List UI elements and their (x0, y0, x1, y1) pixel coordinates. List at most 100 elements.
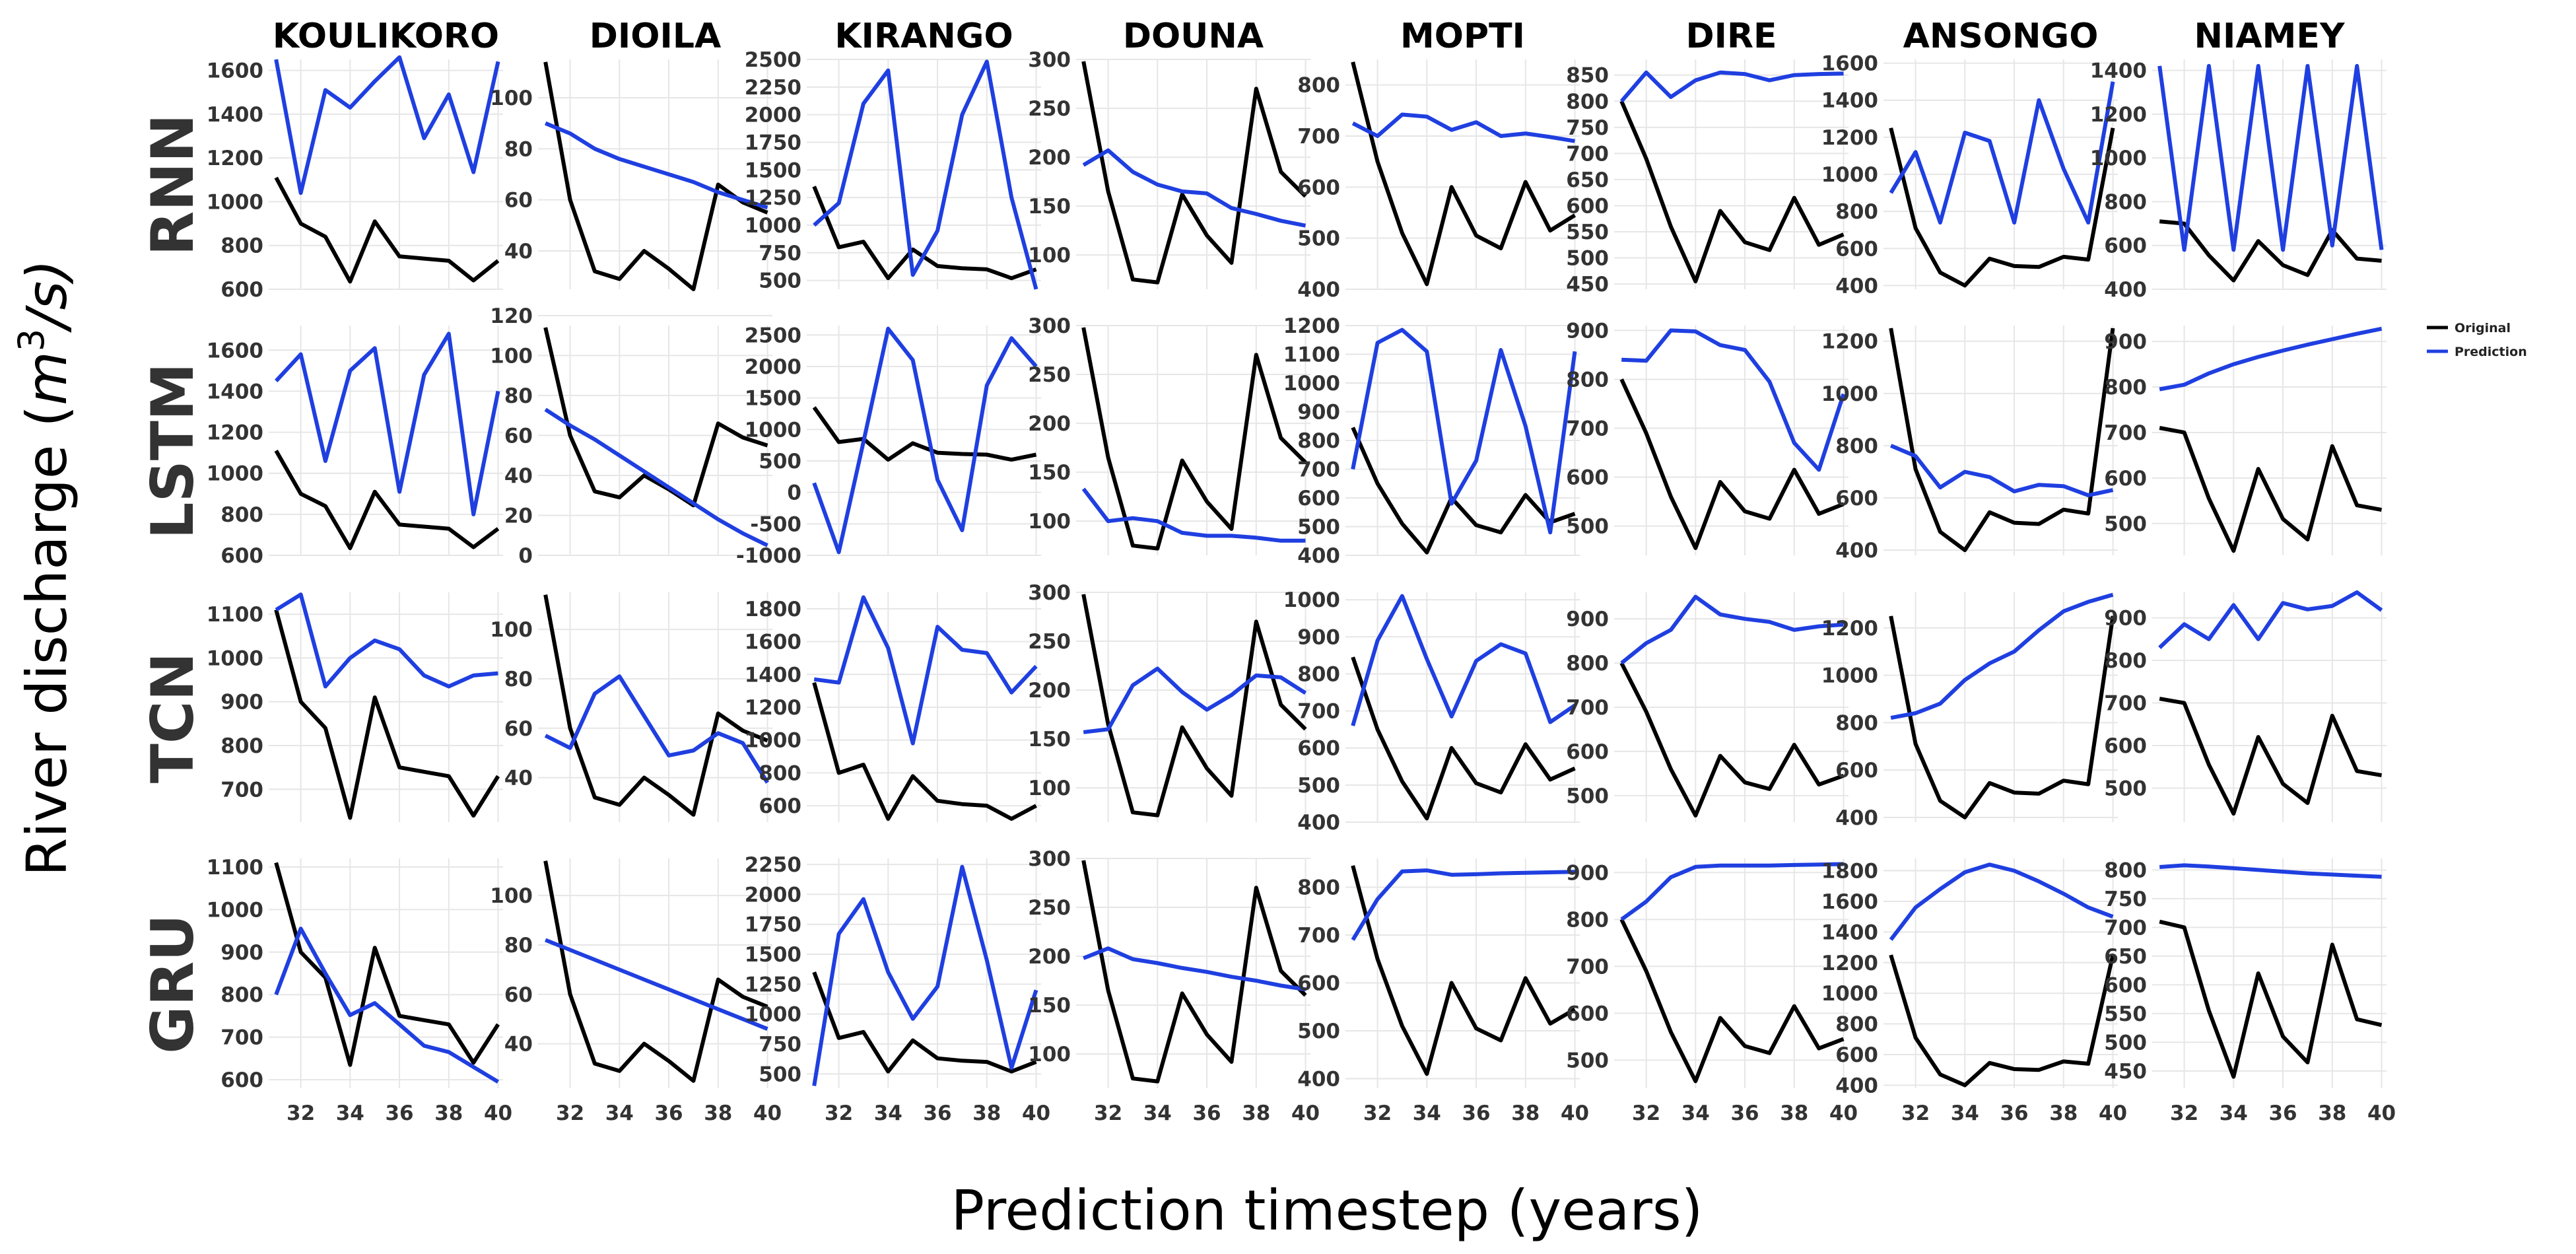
y-tick-label: 900 (1297, 401, 1340, 425)
y-tick-label: 600 (759, 794, 801, 818)
series-prediction-line (1351, 112, 1575, 143)
panel-gru-kirango: 500 750 1000 1250 1500 1750 2000 2250 32 34 36 38 40 (745, 853, 1050, 1125)
x-tick-label: 36 (923, 1101, 951, 1125)
series-prediction-line (1621, 328, 1846, 472)
y-tick-label: 20 (504, 504, 533, 528)
y-tick-label: 0 (787, 481, 801, 505)
series-prediction-line (1351, 594, 1576, 726)
panel-background (269, 59, 503, 289)
series-prediction-line (1889, 81, 2115, 225)
y-tick-label: 300 (1028, 581, 1071, 605)
y-tick-label: 800 (2104, 190, 2147, 214)
y-tick-label: 600 (220, 278, 263, 302)
y-tick-label: 800 (1297, 74, 1340, 98)
series-original-line (1619, 662, 1845, 818)
station-title-mopti: MOPTI (1400, 17, 1525, 56)
series-original-line (1081, 61, 1307, 285)
y-tick-label: 750 (2104, 888, 2147, 911)
model-label-rnn: RNN (139, 114, 207, 256)
x-tick-label: 40 (484, 1101, 512, 1125)
panel-gru-ansongo: 400 600 800 1000 1200 1400 1600 1800 32 34 36 38 40 (1821, 858, 2127, 1125)
panel-tcn-mopti: 400 500 600 700 800 900 1000 (1283, 588, 1580, 835)
y-tick-label: 700 (2104, 421, 2147, 445)
y-tick-label: 1000 (207, 646, 263, 670)
y-tick-label: 1000 (1821, 163, 1878, 187)
series-original-line (1889, 954, 2115, 1088)
y-tick-label: 800 (2104, 376, 2147, 400)
y-tick-label: 60 (504, 424, 533, 448)
y-tick-label: 1000 (745, 1003, 801, 1027)
y-tick-label: 900 (220, 691, 263, 714)
y-tick-label: 700 (1566, 417, 1609, 440)
y-tick-label: 1600 (1821, 890, 1878, 914)
panel-lstm-mopti: 400 500 600 700 800 900 1000 1100 1200 (1283, 314, 1580, 568)
y-tick-label: 600 (1566, 740, 1609, 764)
legend-original-label: Original (2455, 321, 2511, 335)
y-tick-label: 600 (1835, 237, 1878, 261)
y-tick-label: 250 (1028, 363, 1071, 387)
x-tick-label: 38 (2318, 1101, 2346, 1125)
x-tick-label: 38 (1780, 1101, 1808, 1125)
series-prediction-line (1082, 148, 1306, 228)
y-tick-label: 800 (1566, 652, 1609, 676)
x-tick-label: 34 (336, 1101, 364, 1125)
series-original-line (1619, 100, 1845, 284)
series-prediction-line (274, 55, 500, 195)
station-title-dioila: DIOILA (590, 17, 721, 56)
series-prediction-line (545, 121, 768, 210)
y-tick-label: 2000 (745, 883, 801, 907)
y-tick-label: 400 (1297, 1068, 1340, 1092)
series-prediction-line (1890, 444, 2114, 497)
y-tick-label: 100 (1028, 244, 1071, 267)
panel-gru-niamey: 450 500 550 600 650 700 750 800 32 34 36 38 40 (2104, 858, 2396, 1125)
y-tick-label: 40 (504, 1033, 533, 1057)
y-tick-label: 100 (490, 87, 533, 110)
y-tick-label: 1000 (1821, 382, 1878, 406)
y-tick-label: 1500 (745, 158, 801, 182)
y-tick-label: 1000 (1821, 664, 1878, 688)
y-tick-label: 700 (220, 778, 263, 802)
y-tick-label: 500 (759, 1062, 801, 1086)
y-tick-label: 500 (2104, 512, 2147, 536)
x-tick-label: 34 (605, 1101, 634, 1125)
panel-background (2152, 858, 2387, 1088)
y-tick-label: 150 (1028, 994, 1071, 1018)
y-tick-label: 650 (2104, 945, 2147, 969)
panel-tcn-ansongo: 400 600 800 1000 1200 (1821, 592, 2118, 830)
y-tick-label: 250 (1028, 630, 1071, 654)
y-tick-label: 150 (1028, 195, 1071, 219)
station-title-koulikoro: KOULIKORO (273, 17, 499, 56)
panel-tcn-douna: 100 150 200 250 300 (1028, 581, 1310, 822)
series-prediction-line (2159, 326, 2383, 392)
y-tick-label: 100 (490, 884, 533, 908)
y-tick-label: 650 (1566, 168, 1609, 192)
y-tick-label: 800 (2104, 649, 2147, 673)
y-tick-label: 600 (2104, 234, 2147, 258)
y-tick-label: 800 (759, 761, 801, 785)
y-tick-label: 1100 (207, 856, 263, 880)
y-axis-label-tail: /s) (15, 260, 79, 333)
legend: Original Prediction (2427, 321, 2527, 359)
x-tick-label: 36 (2000, 1101, 2028, 1125)
y-tick-label: 400 (1297, 544, 1340, 568)
panel-background (538, 326, 772, 555)
panel-tcn-koulikoro: 700 800 900 1000 1100 (207, 592, 503, 822)
x-tick-label: 38 (1242, 1101, 1270, 1125)
y-tick-label: 900 (2104, 330, 2147, 354)
series-prediction-line (813, 59, 1038, 290)
y-tick-label: 600 (220, 544, 263, 568)
y-tick-label: 500 (1297, 1020, 1340, 1043)
y-tick-label: 800 (2104, 858, 2147, 882)
y-tick-label: 700 (1297, 458, 1340, 482)
y-tick-label: 150 (1028, 461, 1071, 485)
y-tick-label: 800 (1297, 429, 1340, 453)
y-tick-label: 800 (220, 734, 263, 758)
series-prediction-line (544, 407, 768, 547)
y-tick-label: 400 (2104, 278, 2147, 302)
series-original-line (1351, 427, 1576, 555)
x-tick-label: 34 (2220, 1101, 2248, 1125)
series-original-line (1889, 328, 2115, 553)
panel-gru-dioila: 40 60 80 100 32 34 36 38 40 (490, 858, 782, 1125)
y-tick-label: 1100 (207, 603, 263, 627)
x-tick-label: 34 (874, 1101, 902, 1125)
